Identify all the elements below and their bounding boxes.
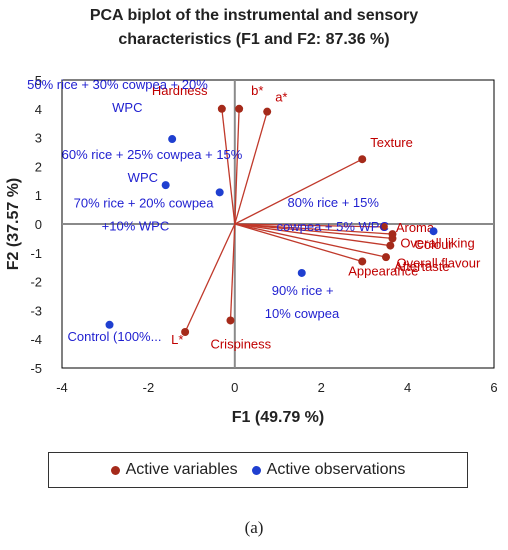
variable-point-3	[358, 155, 367, 164]
observation-point-0	[168, 135, 177, 144]
y-tick-label-9: -4	[30, 332, 42, 347]
variable-vector-8	[234, 223, 393, 240]
observation-label-2-line-0: 70% rice + 20% cowpea	[74, 195, 215, 210]
variable-point-10	[226, 316, 235, 325]
y-tick-label-6: -1	[30, 246, 42, 261]
observation-point-5	[105, 320, 114, 329]
variable-vector-3	[234, 158, 363, 225]
variable-vector-9	[234, 223, 363, 263]
legend-variables-marker	[110, 465, 120, 475]
observation-label-4-line-0: 90% rice +	[272, 283, 334, 298]
observation-point-3	[429, 227, 438, 236]
y-tick-label-7: -2	[30, 275, 42, 290]
variable-vector-0	[221, 108, 236, 225]
legend-variables-label: Active variables	[125, 461, 238, 478]
variable-label-6: Overall liking	[400, 236, 474, 251]
y-tick-label-5: 0	[35, 217, 42, 232]
chart-title-line1: PCA biplot of the instrumental and senso…	[89, 7, 419, 24]
observation-label-0-line-1: WPC	[112, 100, 142, 115]
y-axis-label: F2 (37.57 %)	[5, 178, 22, 270]
variable-vector-10	[229, 223, 236, 321]
variable-label-0: Hardness	[152, 83, 208, 98]
legend-item-variables: Active variables	[110, 461, 238, 479]
observation-label-4-line-1: 10% cowpea	[265, 306, 340, 321]
variable-point-7	[382, 253, 390, 262]
y-tick-label-8: -3	[30, 303, 42, 318]
observation-label-5: Control (100%...	[68, 329, 162, 344]
variable-vector-11	[184, 223, 236, 333]
x-axis-label: F1 (49.79 %)	[232, 409, 324, 426]
observation-point-1	[161, 181, 170, 190]
variable-label-4: Aroma	[396, 220, 435, 235]
figure-caption: (a)	[244, 518, 264, 537]
variable-label-5: Colour	[414, 237, 453, 252]
observation-label-3-line-1: cowpea + 5% WPC	[277, 219, 389, 234]
legend-item-observations: Active observations	[251, 461, 406, 479]
observation-point-2	[215, 188, 224, 197]
biplot-svg: -4 -2 0 2 4 6 5 4 3 2 1 0 -1 -2 -3 -4 -5 F1 (49.79 %) F2 (…	[5, 73, 498, 426]
variable-vector-1	[234, 108, 240, 225]
variable-point-9	[358, 257, 367, 266]
variable-vector-5	[234, 223, 393, 235]
variable-point-4	[379, 222, 388, 231]
x-tick-label-0: -4	[56, 380, 68, 395]
variable-vector-4	[234, 223, 384, 228]
legend: Active variables Active observations	[48, 452, 468, 488]
variable-vector-7	[234, 223, 387, 258]
x-tick-label-5: 6	[490, 380, 497, 395]
variable-label-1: b*	[251, 83, 263, 98]
y-tick-label-2: 3	[35, 131, 42, 146]
observation-point-4	[297, 268, 306, 277]
observation-label-0: 50% rice + 30% cowpea + 20% WPC	[27, 77, 208, 115]
y-tick-label-1: 4	[35, 102, 42, 117]
observation-label-5-line-0: Control (100%...	[68, 329, 162, 344]
variable-vector-6	[234, 223, 391, 247]
x-tick-label-1: -2	[143, 380, 155, 395]
variable-point-11	[181, 328, 190, 336]
observation-label-1: 60% rice + 25% cowpea + 15% WPC	[62, 147, 243, 185]
variable-vector-2	[234, 111, 268, 225]
variable-label-8: Overall flavour	[396, 255, 480, 270]
variable-point-0	[217, 104, 226, 113]
observation-label-3: 80% rice + 15% cowpea + 5% WPC	[277, 195, 389, 234]
variable-point-2	[263, 107, 272, 116]
variable-label-9: Appearance	[348, 263, 418, 278]
x-tick-label-3: 2	[318, 380, 325, 395]
x-tick-label-2: 0	[231, 380, 238, 395]
legend-observations-label: Active observations	[266, 461, 406, 478]
observation-label-1-line-1: WPC	[128, 170, 158, 185]
y-tick-label-0: 5	[35, 73, 42, 88]
variable-point-1	[235, 104, 244, 113]
y-tick-label-10: -5	[30, 361, 42, 376]
variable-label-2: a*	[275, 90, 287, 105]
observation-label-2: 70% rice + 20% cowpea +10% WPC	[74, 195, 215, 233]
y-tick-label-3: 2	[35, 159, 42, 174]
variable-label-11: L*	[171, 332, 183, 347]
y-tick-label-4: 1	[35, 188, 42, 203]
variable-point-6	[386, 241, 395, 250]
observation-label-4: 90% rice + 10% cowpea	[265, 283, 340, 321]
observation-label-0-line-0: 50% rice + 30% cowpea + 20%	[27, 77, 208, 92]
variable-label-3: Texture	[370, 135, 413, 150]
variable-label-7: Aftertaste	[394, 259, 450, 274]
chart-title-line2: characteristics (F1 and F2: 87.36 %)	[118, 31, 390, 48]
x-tick-label-4: 4	[404, 380, 411, 395]
variable-point-8	[388, 234, 397, 243]
observation-label-1-line-0: 60% rice + 25% cowpea + 15%	[62, 147, 243, 162]
legend-observations-marker	[251, 465, 261, 475]
variable-label-10: Crispiness	[210, 336, 271, 351]
observation-label-2-line-1: +10% WPC	[102, 218, 170, 233]
observation-label-3-line-0: 80% rice + 15%	[288, 195, 380, 210]
